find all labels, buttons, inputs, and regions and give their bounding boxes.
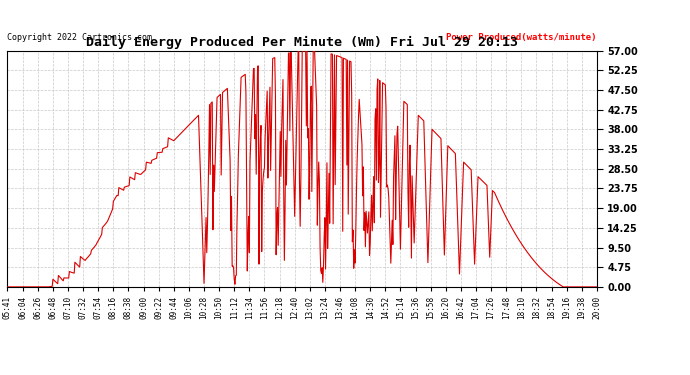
Text: Copyright 2022 Cartronics.com: Copyright 2022 Cartronics.com bbox=[7, 33, 152, 42]
Text: Power Produced(watts/minute): Power Produced(watts/minute) bbox=[446, 33, 597, 42]
Title: Daily Energy Produced Per Minute (Wm) Fri Jul 29 20:13: Daily Energy Produced Per Minute (Wm) Fr… bbox=[86, 36, 518, 50]
